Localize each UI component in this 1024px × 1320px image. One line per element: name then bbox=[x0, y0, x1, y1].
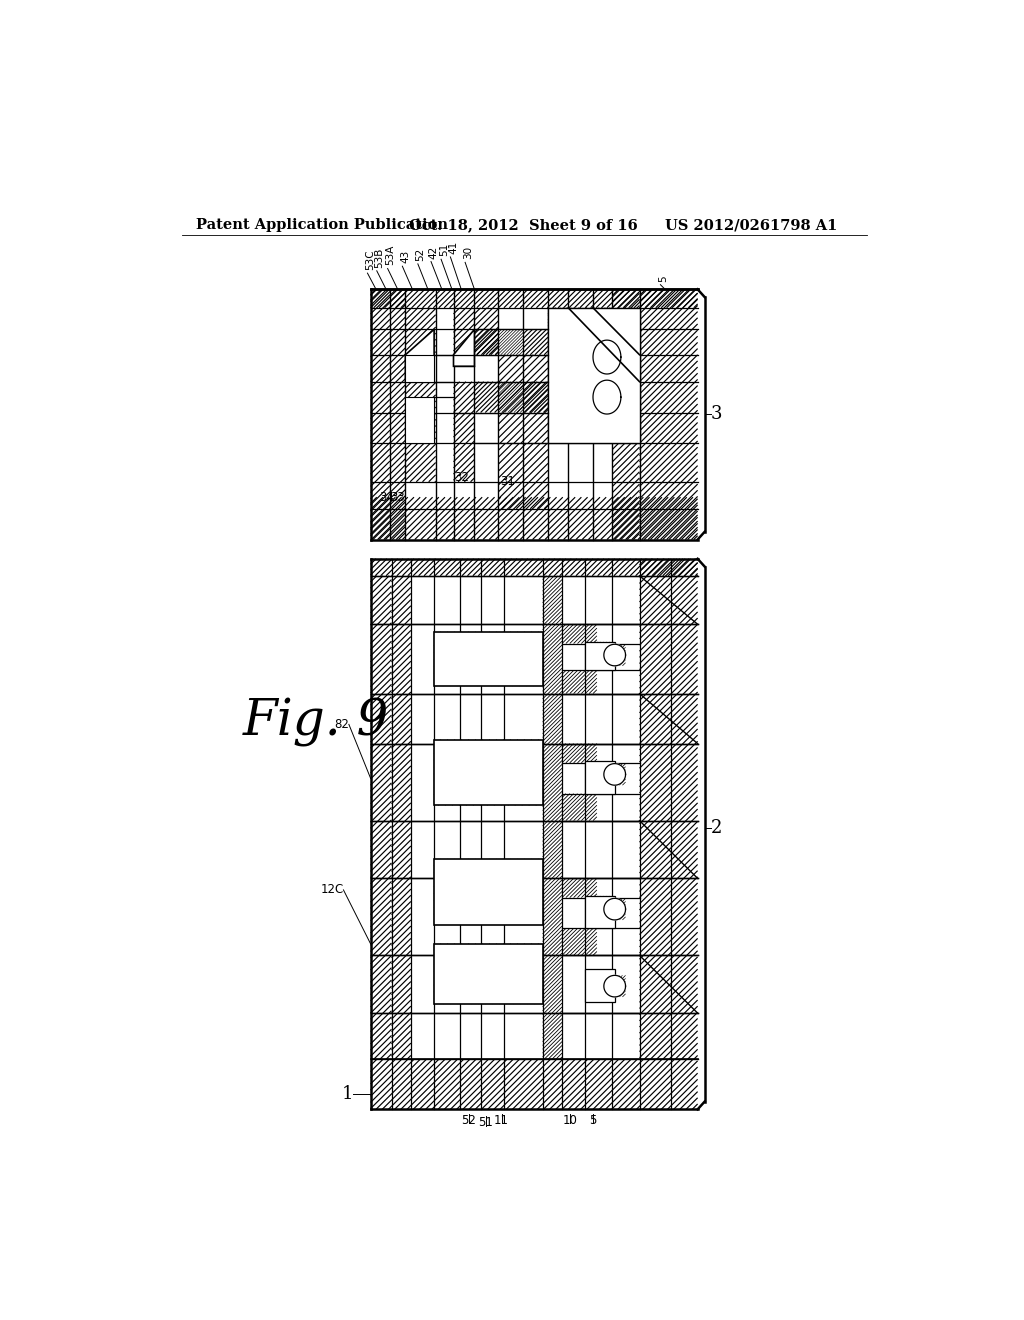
Bar bbox=[586, 896, 614, 928]
Text: 53A: 53A bbox=[385, 246, 395, 265]
Text: 1: 1 bbox=[341, 1085, 352, 1104]
Text: US 2012/0261798 A1: US 2012/0261798 A1 bbox=[665, 218, 838, 232]
Text: 43: 43 bbox=[400, 249, 410, 263]
Bar bbox=[434, 944, 543, 1003]
Text: 5: 5 bbox=[658, 275, 668, 281]
Text: Fig. 9: Fig. 9 bbox=[243, 697, 389, 747]
Bar bbox=[406, 355, 434, 381]
Polygon shape bbox=[604, 975, 626, 997]
Text: 5: 5 bbox=[590, 1114, 597, 1127]
Text: 52: 52 bbox=[462, 1114, 476, 1127]
Bar bbox=[434, 632, 543, 686]
Polygon shape bbox=[604, 899, 626, 920]
Bar bbox=[586, 969, 614, 1002]
Text: Oct. 18, 2012  Sheet 9 of 16: Oct. 18, 2012 Sheet 9 of 16 bbox=[410, 218, 638, 232]
Text: 32: 32 bbox=[454, 471, 469, 484]
Text: 11: 11 bbox=[494, 1114, 509, 1127]
Text: 2: 2 bbox=[711, 820, 722, 837]
Text: 30: 30 bbox=[463, 246, 473, 259]
Bar bbox=[434, 859, 543, 924]
Text: 33: 33 bbox=[390, 491, 406, 504]
Polygon shape bbox=[593, 380, 621, 414]
Bar bbox=[406, 397, 434, 444]
Text: 31: 31 bbox=[501, 475, 515, 488]
Text: 12C: 12C bbox=[321, 883, 343, 896]
Polygon shape bbox=[406, 330, 434, 381]
Text: Patent Application Publication: Patent Application Publication bbox=[197, 218, 449, 232]
Text: 53B: 53B bbox=[375, 247, 384, 268]
Polygon shape bbox=[548, 308, 640, 444]
Bar bbox=[586, 642, 614, 671]
Text: 51: 51 bbox=[478, 1117, 494, 1130]
Text: 52: 52 bbox=[416, 248, 426, 261]
Text: 51: 51 bbox=[438, 243, 449, 256]
Polygon shape bbox=[604, 764, 626, 785]
Polygon shape bbox=[593, 341, 621, 374]
Text: 3: 3 bbox=[711, 405, 722, 422]
Text: 10: 10 bbox=[562, 1114, 578, 1127]
Bar bbox=[434, 739, 543, 805]
Bar bbox=[548, 308, 640, 444]
Text: 82: 82 bbox=[334, 718, 349, 731]
Bar bbox=[586, 762, 614, 793]
Text: 34: 34 bbox=[380, 491, 394, 504]
Polygon shape bbox=[604, 644, 626, 665]
Polygon shape bbox=[454, 330, 474, 367]
Text: 42: 42 bbox=[429, 246, 438, 259]
Text: 53C: 53C bbox=[366, 249, 375, 271]
Text: 41: 41 bbox=[449, 240, 458, 253]
